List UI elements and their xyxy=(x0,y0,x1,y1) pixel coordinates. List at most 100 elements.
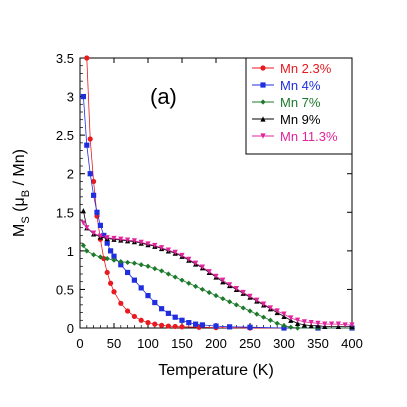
data-point xyxy=(125,269,131,276)
data-point xyxy=(281,323,287,329)
x-tick-label: 0 xyxy=(76,336,83,351)
y-tick-label: 3 xyxy=(67,90,74,105)
y-tick-label: 0.5 xyxy=(56,282,74,297)
data-point xyxy=(247,324,253,330)
data-point xyxy=(199,322,205,328)
data-point xyxy=(152,299,158,306)
x-tick-label: 150 xyxy=(171,336,193,351)
data-point xyxy=(301,319,307,325)
data-point xyxy=(145,263,151,269)
data-point xyxy=(301,322,307,328)
data-point xyxy=(322,321,328,327)
data-point xyxy=(104,269,110,276)
data-point xyxy=(206,289,212,296)
data-point xyxy=(97,222,103,228)
data-point xyxy=(186,320,192,326)
series-line xyxy=(83,245,352,329)
data-point xyxy=(152,321,158,327)
x-tick-label: 50 xyxy=(107,336,121,351)
data-point xyxy=(104,235,110,241)
y-tick-label: 0 xyxy=(67,321,74,336)
data-point xyxy=(118,262,124,268)
data-point xyxy=(281,311,287,317)
data-point xyxy=(138,262,144,268)
data-point xyxy=(125,237,131,243)
data-point xyxy=(315,320,321,326)
data-point xyxy=(87,171,93,177)
data-point xyxy=(91,178,97,185)
legend-swatch-marker xyxy=(260,82,266,88)
legend-items: Mn 2.3% Mn 4% Mn 7% Mn 9% Mn 11.3% xyxy=(252,61,338,144)
data-point xyxy=(118,236,124,242)
data-point xyxy=(80,242,86,249)
data-point xyxy=(80,93,86,100)
y-axis-label-main: M xyxy=(11,224,28,237)
data-point xyxy=(97,233,103,239)
y-axis-label-rest: / Mn) xyxy=(11,149,28,190)
legend-box xyxy=(245,57,353,155)
x-tick-label: 300 xyxy=(273,336,295,351)
data-point xyxy=(227,299,233,305)
data-point xyxy=(111,289,117,295)
legend: Mn 2.3% Mn 4% Mn 7% Mn 9% Mn 11.3% xyxy=(245,57,353,155)
data-point xyxy=(240,305,246,311)
data-point xyxy=(91,252,97,258)
x-tick-label: 200 xyxy=(205,336,227,351)
data-point xyxy=(104,255,110,262)
data-point xyxy=(131,238,137,244)
data-point xyxy=(165,271,171,277)
data-point xyxy=(213,293,219,299)
data-point xyxy=(159,322,165,328)
data-point xyxy=(199,264,205,270)
data-point xyxy=(193,283,199,289)
data-point xyxy=(104,240,110,246)
legend-swatch-marker xyxy=(260,65,266,71)
data-point xyxy=(267,305,273,311)
data-point xyxy=(165,247,171,253)
data-point xyxy=(125,259,131,266)
x-tick-label: 250 xyxy=(239,336,261,351)
panel-label: (a) xyxy=(150,84,177,109)
data-point xyxy=(186,280,192,286)
data-point xyxy=(97,254,103,260)
data-point xyxy=(193,260,199,266)
data-point xyxy=(186,256,192,262)
data-point xyxy=(131,260,137,266)
data-point xyxy=(152,242,158,249)
data-point xyxy=(342,322,348,328)
data-point xyxy=(247,293,253,299)
legend-label: Mn 2.3% xyxy=(280,61,332,76)
data-point xyxy=(108,248,114,254)
data-point xyxy=(308,323,314,329)
data-point xyxy=(138,285,144,291)
legend-swatch-marker xyxy=(260,133,266,139)
data-point xyxy=(261,301,267,307)
legend-swatch-marker xyxy=(260,116,266,122)
data-point xyxy=(206,269,212,275)
data-point xyxy=(179,324,185,330)
data-point xyxy=(145,320,151,326)
data-point xyxy=(138,239,144,245)
data-point xyxy=(295,325,301,331)
data-point xyxy=(267,317,273,323)
data-point xyxy=(254,311,260,317)
data-point xyxy=(94,209,100,215)
y-tick-label: 1.5 xyxy=(56,205,74,220)
y-axis-label-sub-b: B xyxy=(20,190,32,197)
y-axis-label-sub-s: S xyxy=(20,216,32,223)
x-tick-label: 350 xyxy=(307,336,329,351)
series-1 xyxy=(80,93,355,331)
series-3 xyxy=(80,208,355,330)
data-point xyxy=(111,253,117,259)
data-point xyxy=(288,315,294,321)
series-4 xyxy=(80,220,355,328)
y-axis-label-paren: (μ xyxy=(11,197,28,216)
data-point xyxy=(233,286,239,292)
legend-label: Mn 9% xyxy=(280,112,321,127)
data-point xyxy=(233,302,239,308)
data-point xyxy=(227,282,233,288)
data-point xyxy=(335,321,341,327)
data-point xyxy=(199,286,205,293)
